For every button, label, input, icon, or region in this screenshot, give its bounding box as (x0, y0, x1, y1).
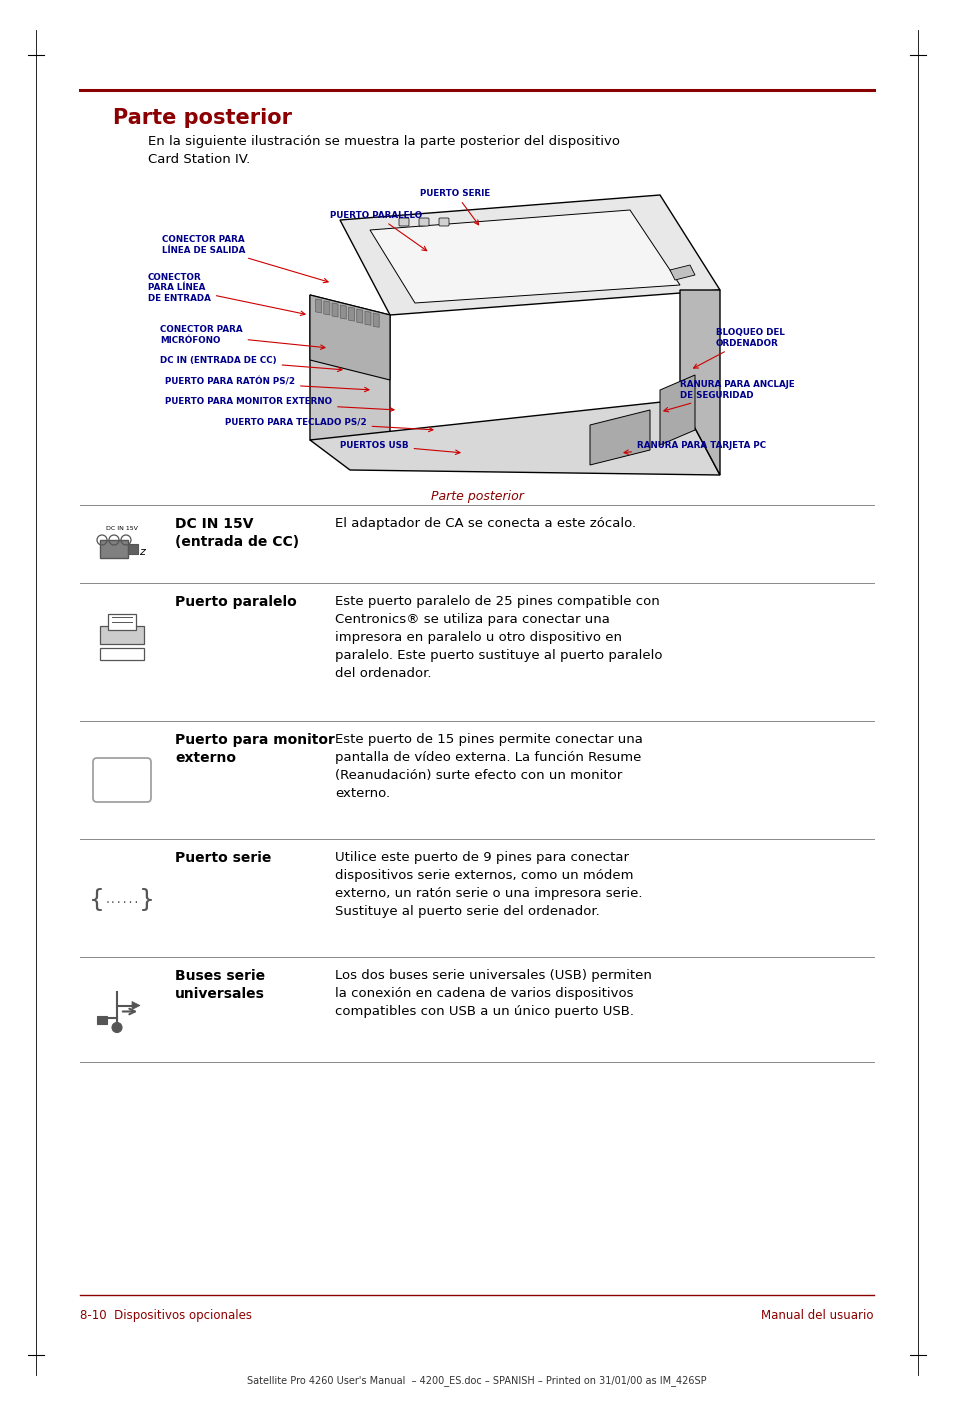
Text: Satellite Pro 4260 User's Manual  – 4200_ES.doc – SPANISH – Printed on 31/01/00 : Satellite Pro 4260 User's Manual – 4200_… (247, 1375, 706, 1386)
Text: RANURA PARA TARJETA PC: RANURA PARA TARJETA PC (623, 441, 765, 454)
FancyBboxPatch shape (92, 758, 151, 802)
Text: CONECTOR PARA
LÍNEA DE SALIDA: CONECTOR PARA LÍNEA DE SALIDA (162, 235, 328, 283)
FancyBboxPatch shape (438, 218, 449, 225)
Circle shape (112, 1023, 122, 1033)
Text: BLOQUEO DEL
ORDENADOR: BLOQUEO DEL ORDENADOR (693, 328, 784, 368)
Text: Utilice este puerto de 9 pines para conectar
dispositivos serie externos, como u: Utilice este puerto de 9 pines para cone… (335, 851, 641, 919)
Polygon shape (310, 294, 390, 459)
Polygon shape (315, 299, 321, 313)
Bar (97, 1016, 107, 1023)
Polygon shape (332, 303, 337, 317)
Polygon shape (679, 290, 720, 475)
Text: Este puerto de 15 pines permite conectar una
pantalla de vídeo externa. La funci: Este puerto de 15 pines permite conectar… (335, 733, 642, 800)
Polygon shape (669, 265, 695, 280)
Text: DC IN (ENTRADA DE CC): DC IN (ENTRADA DE CC) (160, 355, 341, 372)
Text: PUERTO PARALELO: PUERTO PARALELO (330, 210, 426, 251)
Text: PUERTO PARA TECLADO PS/2: PUERTO PARA TECLADO PS/2 (225, 417, 433, 431)
Text: Parte posterior: Parte posterior (112, 108, 292, 128)
Polygon shape (340, 306, 346, 318)
Text: Este puerto paralelo de 25 pines compatible con
Centronics® se utiliza para cone: Este puerto paralelo de 25 pines compati… (335, 595, 661, 681)
Text: Buses serie
universales: Buses serie universales (174, 969, 265, 1002)
Bar (100, 540, 128, 558)
Text: CONECTOR
PARA LÍNEA
DE ENTRADA: CONECTOR PARA LÍNEA DE ENTRADA (148, 273, 305, 316)
FancyBboxPatch shape (418, 218, 429, 225)
Polygon shape (132, 1002, 140, 1009)
Polygon shape (370, 210, 679, 303)
Text: DC IN 15V
(entrada de CC): DC IN 15V (entrada de CC) (174, 517, 299, 550)
Text: {: { (89, 888, 105, 912)
Text: Los dos buses serie universales (USB) permiten
la conexión en cadena de varios d: Los dos buses serie universales (USB) pe… (335, 969, 651, 1017)
FancyBboxPatch shape (398, 218, 409, 225)
Text: PUERTO PARA MONITOR EXTERNO: PUERTO PARA MONITOR EXTERNO (165, 397, 394, 411)
Text: ......: ...... (104, 895, 139, 905)
Bar (100, 626, 144, 644)
Text: 8-10  Dispositivos opcionales: 8-10 Dispositivos opcionales (80, 1309, 252, 1322)
Text: PUERTOS USB: PUERTOS USB (339, 441, 459, 455)
Text: Puerto paralelo: Puerto paralelo (174, 595, 296, 609)
Polygon shape (365, 311, 371, 325)
Text: PUERTO PARA RATÓN PS/2: PUERTO PARA RATÓN PS/2 (165, 378, 369, 392)
Text: }: } (139, 888, 154, 912)
Text: Parte posterior: Parte posterior (430, 490, 523, 503)
Text: DC IN 15V: DC IN 15V (106, 526, 138, 531)
Polygon shape (373, 313, 378, 327)
Text: CONECTOR PARA
MICRÓFONO: CONECTOR PARA MICRÓFONO (160, 325, 325, 349)
Polygon shape (356, 309, 362, 323)
Polygon shape (589, 410, 649, 465)
Bar (100, 648, 144, 659)
Text: Puerto serie: Puerto serie (174, 851, 271, 865)
Bar (108, 614, 136, 630)
Text: Manual del usuario: Manual del usuario (760, 1309, 873, 1322)
Polygon shape (323, 302, 330, 316)
Text: Puerto para monitor
externo: Puerto para monitor externo (174, 733, 335, 765)
Text: RANURA PARA ANCLAJE
DE SEGURIDAD: RANURA PARA ANCLAJE DE SEGURIDAD (663, 380, 794, 411)
Text: z: z (139, 547, 145, 557)
Polygon shape (310, 294, 390, 380)
Bar (128, 544, 138, 554)
Text: PUERTO SERIE: PUERTO SERIE (419, 189, 490, 225)
Polygon shape (659, 375, 695, 445)
Polygon shape (339, 194, 720, 316)
Text: En la siguiente ilustración se muestra la parte posterior del dispositivo
Card S: En la siguiente ilustración se muestra l… (148, 135, 619, 166)
Polygon shape (310, 400, 720, 475)
Polygon shape (348, 307, 355, 321)
Text: El adaptador de CA se conecta a este zócalo.: El adaptador de CA se conecta a este zóc… (335, 517, 636, 530)
